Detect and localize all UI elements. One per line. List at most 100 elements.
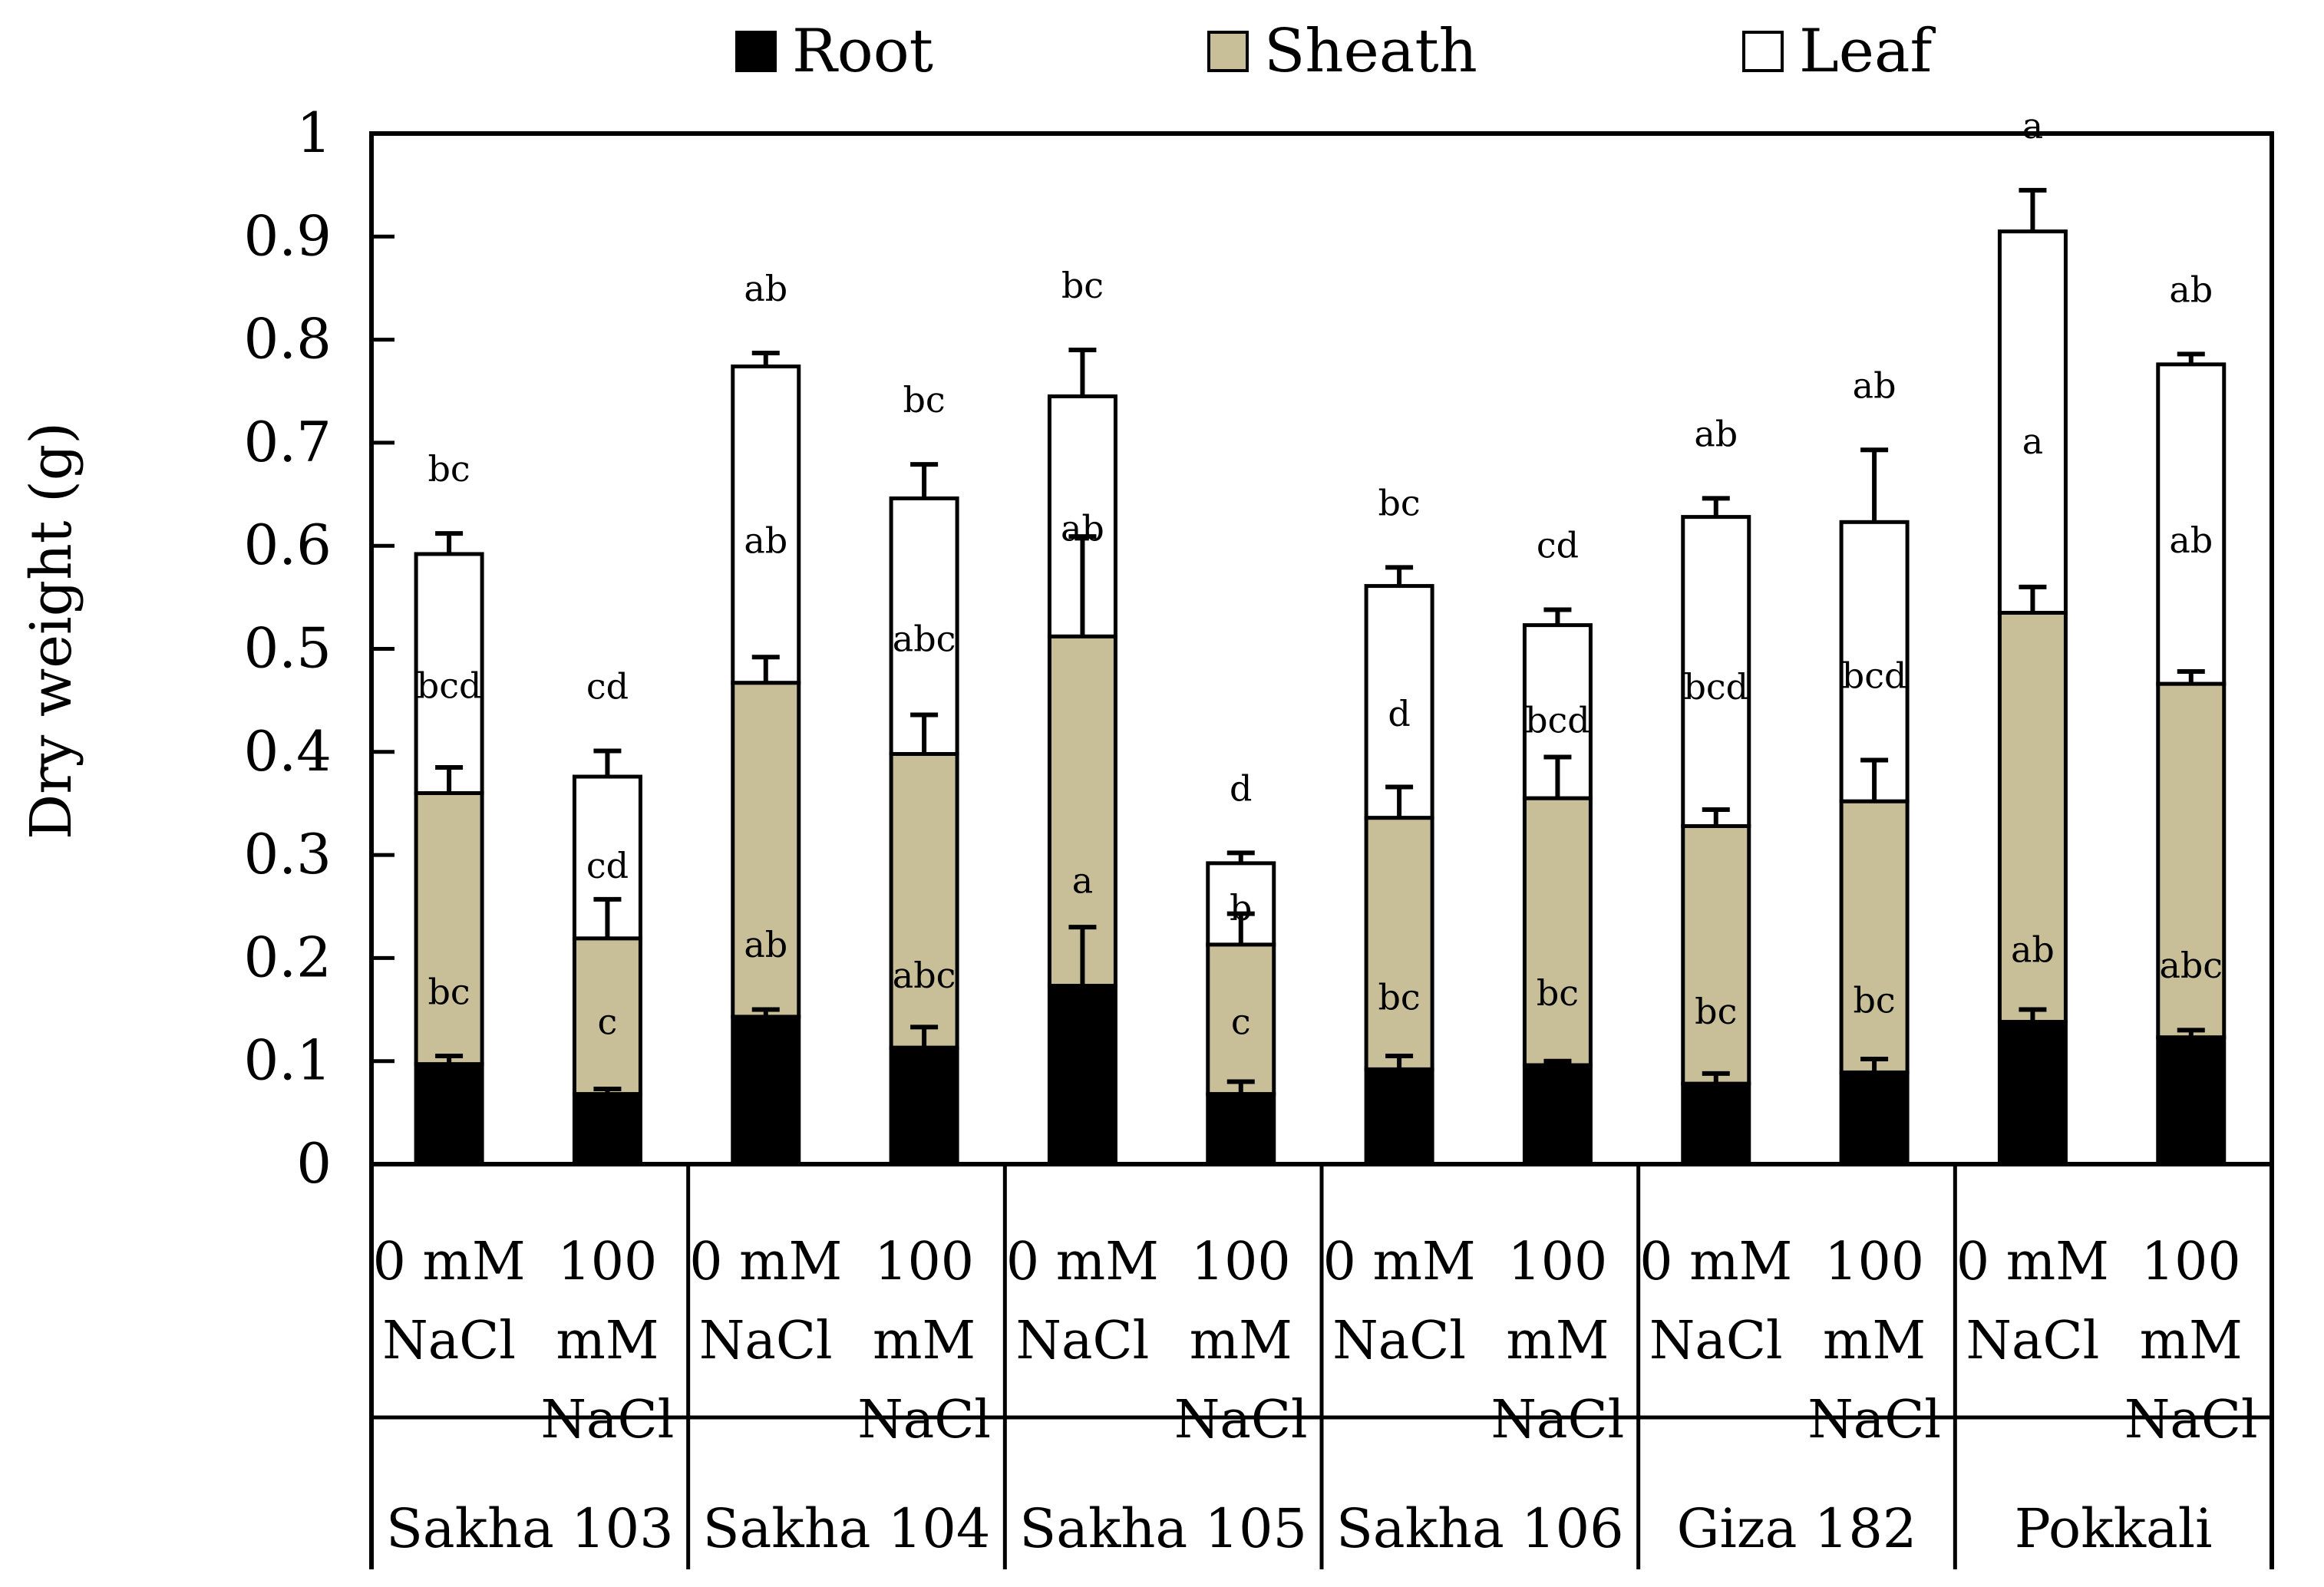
sheath-significance-letter: ab bbox=[2011, 929, 2055, 971]
treatment-label-salt: 100 mM NaCl bbox=[1491, 1232, 1625, 1450]
leaf-significance-letter: abc bbox=[893, 619, 956, 660]
treatment-label-line: mM bbox=[873, 1311, 975, 1371]
cultivar-label-sakha-106: Sakha 106 bbox=[1336, 1497, 1624, 1560]
total-significance-letter: cd bbox=[586, 665, 629, 707]
legend-label-sheath: Sheath bbox=[1264, 17, 1477, 86]
leaf-significance-letter: ab bbox=[2169, 520, 2213, 561]
treatment-label-line: 100 bbox=[2141, 1232, 2241, 1292]
treatment-label-line: mM bbox=[1506, 1311, 1609, 1371]
total-significance-letter: bc bbox=[427, 448, 470, 490]
sheath-significance-letter: c bbox=[1231, 1001, 1251, 1043]
total-significance-letter: d bbox=[1230, 767, 1252, 809]
treatment-label-salt: 100 mM NaCl bbox=[2124, 1232, 2258, 1450]
sheath-segment bbox=[414, 791, 484, 1067]
sheath-significance-letter: bc bbox=[1537, 972, 1579, 1014]
treatment-label-control: 0 mM NaCl bbox=[689, 1232, 842, 1371]
root-segment bbox=[1839, 1070, 1910, 1166]
treatment-label-line: NaCl bbox=[1174, 1390, 1308, 1450]
plot-border bbox=[369, 131, 2274, 1166]
y-tick-label: 0 bbox=[296, 1131, 332, 1196]
root-segment bbox=[731, 1015, 801, 1166]
sheath-significance-letter: bc bbox=[1853, 979, 1895, 1021]
bar-sakha-104-salt: bc abc abc bbox=[889, 379, 959, 1166]
y-tick-label: 0.1 bbox=[243, 1028, 332, 1093]
total-significance-letter: ab bbox=[744, 268, 787, 309]
total-significance-letter: bc bbox=[1378, 482, 1420, 523]
treatment-label-line: 0 mM bbox=[1006, 1232, 1159, 1292]
root-significance-letter: a bbox=[1072, 860, 1093, 902]
sheath-segment bbox=[1839, 799, 1910, 1074]
root-segment bbox=[1997, 1020, 2068, 1166]
leaf-significance-letter: bcd bbox=[417, 665, 482, 706]
root-segment bbox=[1522, 1063, 1593, 1166]
y-tick-label: 0.9 bbox=[243, 203, 332, 268]
root-segment bbox=[889, 1045, 959, 1166]
sheath-segment bbox=[572, 936, 642, 1097]
y-tick-label: 0.7 bbox=[243, 410, 332, 474]
leaf-significance-letter: ab bbox=[744, 520, 787, 561]
leaf-segment bbox=[1839, 520, 1910, 803]
treatment-label-line: 100 bbox=[1824, 1232, 1924, 1292]
root-segment bbox=[1681, 1081, 1751, 1166]
treatment-label-line: NaCl bbox=[541, 1390, 675, 1450]
sheath-significance-letter: bc bbox=[1378, 976, 1420, 1018]
y-tick-label: 0.2 bbox=[243, 925, 332, 989]
leaf-segment bbox=[1522, 623, 1593, 800]
leaf-significance-letter: bcd bbox=[1842, 655, 1907, 696]
total-significance-letter: bc bbox=[903, 379, 945, 421]
treatment-label-salt: 100 mM NaCl bbox=[1174, 1232, 1308, 1450]
treatment-label-line: NaCl bbox=[1966, 1311, 2100, 1371]
bar-sakha-106-salt: cd bcd bc bbox=[1522, 524, 1593, 1166]
plot-frame bbox=[369, 131, 2274, 1569]
sheath-segment bbox=[1681, 823, 1751, 1086]
treatment-label-line: 0 mM bbox=[1323, 1232, 1476, 1292]
sheath-segment bbox=[731, 681, 801, 1019]
bars: bcbcdbccdcdcabababbcabcabcbcabadbcbcdbcc… bbox=[414, 105, 2227, 1166]
leaf-segment bbox=[2156, 362, 2227, 686]
treatment-label-control: 0 mM NaCl bbox=[373, 1232, 526, 1371]
treatment-label-line: NaCl bbox=[1649, 1311, 1783, 1371]
total-significance-letter: ab bbox=[1853, 365, 1897, 406]
total-significance-letter: cd bbox=[1537, 524, 1579, 566]
treatment-label-line: mM bbox=[1190, 1311, 1292, 1371]
treatment-label-control: 0 mM NaCl bbox=[1323, 1232, 1476, 1371]
leaf-significance-letter: b bbox=[1230, 887, 1252, 929]
treatment-label-line: NaCl bbox=[382, 1311, 516, 1371]
root-segment bbox=[414, 1062, 484, 1166]
treatment-label-line: 100 bbox=[874, 1232, 974, 1292]
treatment-label-line: 0 mM bbox=[1956, 1232, 2109, 1292]
cultivar-label-pokkali: Pokkali bbox=[2015, 1497, 2213, 1560]
bar-giza-182-salt: ab bcd bc bbox=[1839, 365, 1910, 1166]
bar-pokkali-salt: ab ab abc bbox=[2156, 269, 2227, 1166]
sheath-significance-letter: abc bbox=[893, 955, 956, 996]
leaf-significance-letter: bcd bbox=[1525, 700, 1590, 741]
cultivar-label-sakha-105: Sakha 105 bbox=[1019, 1497, 1307, 1560]
treatment-label-line: NaCl bbox=[1807, 1390, 1941, 1450]
treatment-label-line: mM bbox=[556, 1311, 659, 1371]
legend-swatch-leaf bbox=[1742, 31, 1784, 72]
treatment-label-salt: 100 mM NaCl bbox=[1807, 1232, 1941, 1450]
y-tick-label: 0.8 bbox=[243, 307, 332, 371]
total-significance-letter: ab bbox=[2169, 269, 2213, 310]
leaf-segment bbox=[731, 365, 801, 685]
treatment-label-line: 0 mM bbox=[689, 1232, 842, 1292]
root-segment bbox=[1047, 984, 1117, 1166]
sheath-segment bbox=[889, 751, 959, 1050]
y-tick-label: 0.3 bbox=[243, 822, 332, 886]
cultivar-label-sakha-103: Sakha 103 bbox=[386, 1497, 674, 1560]
treatment-label-line: NaCl bbox=[1491, 1390, 1625, 1450]
treatment-label-line: NaCl bbox=[1016, 1311, 1150, 1371]
leaf-significance-letter: a bbox=[2022, 421, 2043, 462]
treatment-label-line: 0 mM bbox=[1639, 1232, 1792, 1292]
cultivar-label-sakha-104: Sakha 104 bbox=[703, 1497, 991, 1560]
treatment-label-line: 100 bbox=[558, 1232, 658, 1292]
sheath-significance-letter: bc bbox=[1695, 991, 1737, 1032]
y-tick-label: 0.6 bbox=[243, 513, 332, 577]
cultivar-label-giza-182: Giza 182 bbox=[1677, 1497, 1917, 1560]
treatment-label-salt: 100 mM NaCl bbox=[857, 1232, 991, 1450]
root-segment bbox=[2156, 1035, 2227, 1166]
treatment-label-control: 0 mM NaCl bbox=[1006, 1232, 1159, 1371]
treatment-label-line: NaCl bbox=[1332, 1311, 1466, 1371]
legend-swatch-sheath bbox=[1207, 31, 1249, 72]
